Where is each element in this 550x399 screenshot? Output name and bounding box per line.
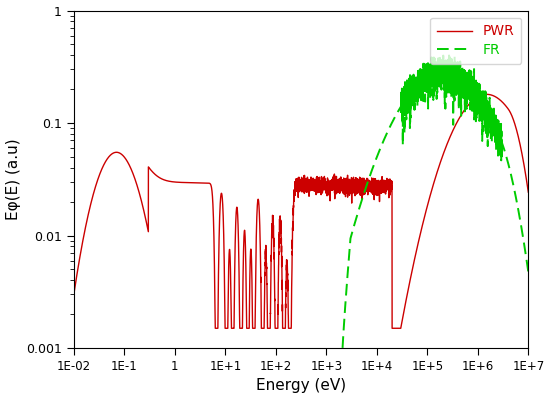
PWR xyxy=(235,235,241,240)
Legend: PWR, FR: PWR, FR xyxy=(430,18,521,63)
FR xyxy=(339,342,346,347)
FR xyxy=(94,379,100,384)
PWR xyxy=(339,185,346,190)
FR xyxy=(408,78,414,83)
PWR xyxy=(483,92,490,97)
PWR xyxy=(432,176,438,181)
FR xyxy=(525,270,532,275)
FR xyxy=(359,196,366,200)
PWR xyxy=(525,190,532,195)
FR xyxy=(70,379,77,384)
PWR xyxy=(94,181,100,186)
PWR xyxy=(359,179,366,184)
PWR xyxy=(70,292,77,297)
FR xyxy=(235,379,241,384)
Y-axis label: Eφ(E) (a.u): Eφ(E) (a.u) xyxy=(6,138,20,220)
Line: FR: FR xyxy=(74,55,529,382)
X-axis label: Energy (eV): Energy (eV) xyxy=(256,378,346,393)
FR xyxy=(435,53,442,57)
Line: PWR: PWR xyxy=(74,94,529,328)
PWR xyxy=(408,275,414,279)
PWR xyxy=(212,326,218,331)
FR xyxy=(432,78,438,83)
